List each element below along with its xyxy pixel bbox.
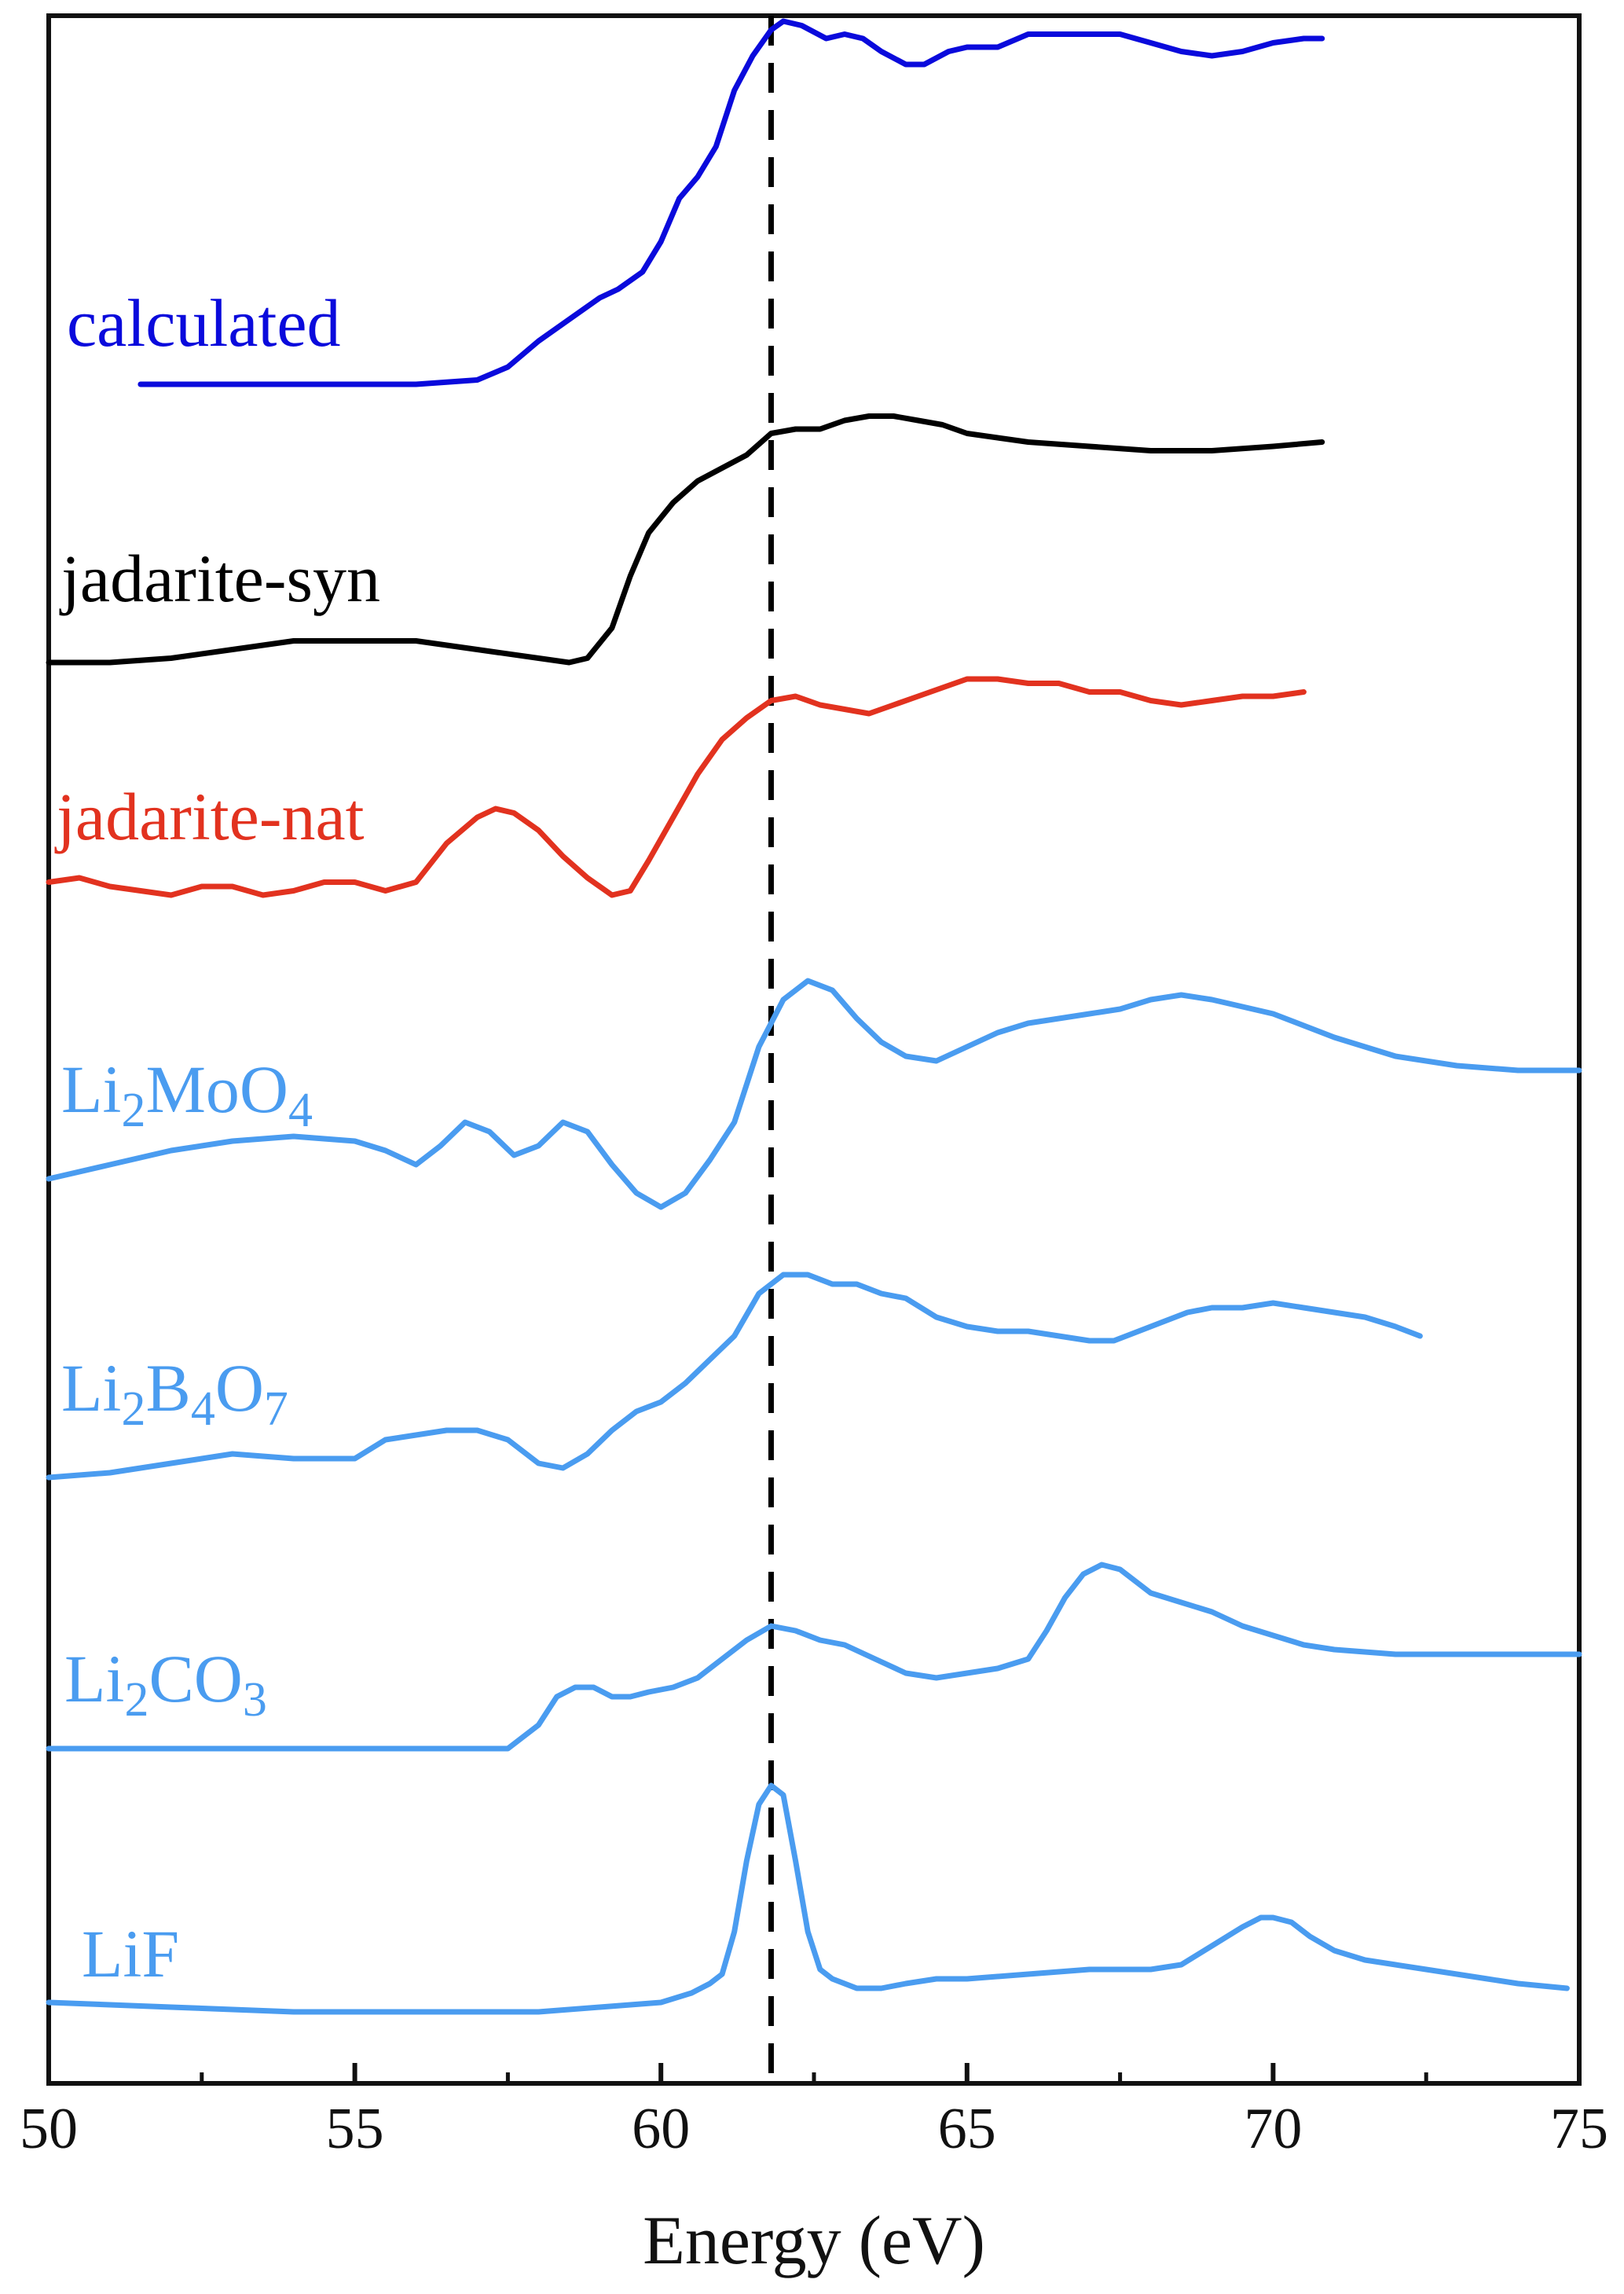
series-label-lif: LiF (82, 1916, 179, 1991)
series-layer (46, 18, 1582, 2015)
series-label-li2b4o7: Li2B4O7 (61, 1350, 288, 1436)
series-label-jadarite-syn: jadarite-syn (59, 541, 380, 616)
series-label-calculated: calculated (67, 285, 341, 361)
subscript: 2 (124, 1673, 148, 1727)
label-part: Li (61, 1052, 121, 1127)
series-line-calculated (137, 18, 1325, 387)
series-line-li2moo4 (46, 978, 1582, 1210)
label-part: CO (148, 1641, 242, 1716)
x-tick-label: 60 (632, 2097, 690, 2161)
series-label-jadarite-nat: jadarite-nat (54, 779, 365, 854)
series-line-jadarite-nat (46, 676, 1307, 898)
label-part: calculated (67, 285, 341, 361)
x-axis-ticks: 50 55 60 65 70 75 (20, 2063, 1608, 2161)
series-line-jadarite-syn (46, 413, 1325, 666)
series-line-lif (46, 1782, 1570, 2015)
subscript: 4 (288, 1084, 313, 1137)
label-part: MoO (145, 1052, 288, 1127)
subscript: 4 (191, 1382, 215, 1436)
label-part: O (215, 1350, 264, 1426)
series-label-li2co3: Li2CO3 (64, 1641, 267, 1727)
subscript: 7 (264, 1382, 288, 1436)
label-part: jadarite-nat (54, 779, 365, 854)
subscript: 3 (243, 1673, 267, 1727)
x-tick-label: 70 (1244, 2097, 1302, 2161)
x-tick-label: 55 (326, 2097, 384, 2161)
label-part: Li (64, 1641, 124, 1716)
x-axis-title: Energy (eV) (643, 2203, 985, 2279)
subscript: 2 (121, 1382, 145, 1436)
series-line-li2co3 (46, 1562, 1582, 1752)
x-tick-label: 65 (938, 2097, 996, 2161)
x-tick-label: 75 (1550, 2097, 1608, 2161)
series-label-li2moo4: Li2MoO4 (61, 1052, 313, 1137)
label-part: jadarite-syn (59, 541, 380, 616)
series-line-li2b4o7 (46, 1272, 1423, 1481)
label-part: Li (61, 1350, 121, 1426)
subscript: 2 (121, 1084, 145, 1137)
label-part: LiF (82, 1916, 179, 1991)
label-part: B (145, 1350, 190, 1426)
x-tick-label: 50 (20, 2097, 78, 2161)
series-labels: calculatedjadarite-synjadarite-natLi2MoO… (54, 285, 380, 1991)
